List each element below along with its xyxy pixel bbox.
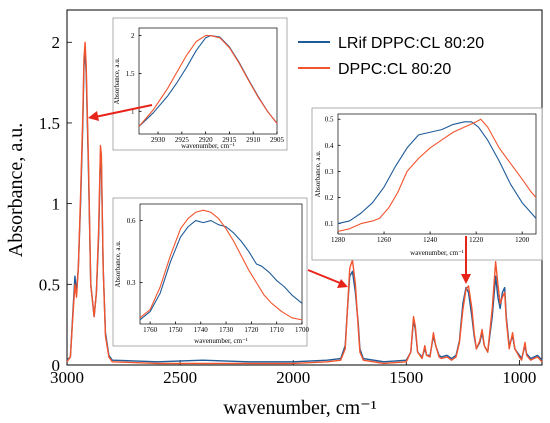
- inset_ch-x-tick-label: 2930: [151, 136, 166, 144]
- main-y-tick-label: 2: [52, 33, 61, 52]
- main-plot: 0 0.5 1 1.5 2 3000 2500 2000 1500 1000 wavenumbe…: [5, 9, 543, 419]
- arrow-to-ch-peak-head: [88, 111, 99, 121]
- inset_po-x-tick-label: 1260: [377, 236, 392, 244]
- inset-po-stretch: 1280 1260 1240 1220 1200 0.1 0.2 0.3 0.4 0.5 wave…: [311, 107, 543, 261]
- inset_po-x-tick-label: 1240: [423, 236, 438, 244]
- arrow-to-co-peak: [307, 269, 341, 284]
- legend: LRif DPPC:CL 80:20 DPPC:CL 80:20: [298, 35, 484, 78]
- main-x-tick-label: 3000: [50, 368, 84, 387]
- main-series: [66, 41, 543, 365]
- inset_co-x-tick-label: 1720: [244, 326, 259, 334]
- inset-po-y-label: Absorbance, a.u.: [314, 150, 322, 197]
- inset_co-series-1-line: [139, 220, 303, 321]
- inset_po-y-tick-label: 0.2: [325, 194, 334, 202]
- inset_ch-x-tick-label: 2925: [175, 136, 190, 144]
- inset_ch-x-tick-label: 2905: [270, 136, 285, 144]
- inset_co-y-tick-label: 0.3: [127, 279, 136, 287]
- inset_ch-y-tick-label: 2: [131, 32, 135, 40]
- main-series-2-line: [66, 41, 543, 365]
- inset-co-background: [112, 197, 308, 347]
- inset-ch-series: [138, 35, 278, 127]
- callout-arrows: [88, 104, 471, 288]
- inset_po-x-tick-label: 1220: [469, 236, 484, 244]
- inset-co-y-label: Absorbance, a.u.: [114, 240, 122, 287]
- inset-co-x-label: wavenumber, cm⁻¹: [194, 337, 248, 345]
- inset-ch-background: [112, 17, 288, 151]
- main-x-tick-label: 2000: [276, 368, 310, 387]
- inset_co-x-tick-label: 1710: [270, 326, 285, 334]
- arrow-to-ch-peak: [94, 104, 153, 118]
- inset_po-y-tick-label: 0.4: [325, 142, 334, 150]
- inset-co-series: [139, 209, 303, 321]
- main-x-tick-label: 1500: [389, 368, 423, 387]
- main-x-axis-label: wavenumber, cm⁻¹: [223, 397, 376, 419]
- main-y-axis-label: Absorbance, a.u.: [5, 123, 27, 257]
- inset-po-series: [337, 118, 537, 232]
- inset_po-x-tick-label: 1280: [331, 236, 346, 244]
- main-y-tick-label: 1: [52, 195, 61, 214]
- inset-co-stretch: 1760 1750 1740 1730 1720 1710 1700 0.3 0.6 waven…: [112, 197, 310, 347]
- inset_co-x-tick-label: 1740: [194, 326, 209, 334]
- inset_po-series-2-line: [337, 118, 537, 232]
- inset-ch-ticks: 2930 2925 2920 2915 2910 2905 1 1.5 2: [126, 32, 285, 144]
- inset-po-x-label: wavenumber, cm⁻¹: [410, 249, 464, 257]
- main-y-tick-label: 0.5: [39, 275, 60, 294]
- inset_po-series-1-line: [337, 121, 537, 225]
- inset_ch-x-tick-label: 2920: [199, 136, 214, 144]
- main-x-tick-label: 2500: [163, 368, 197, 387]
- inset_co-x-tick-label: 1730: [219, 326, 234, 334]
- main-y-ticks: 0 0.5 1 1.5 2: [39, 33, 72, 375]
- arrow-to-po-peak-head: [461, 274, 471, 284]
- inset-ch-y-label: Absorbance, a.u.: [113, 57, 121, 104]
- inset-co-frame: [139, 203, 303, 325]
- inset_ch-y-tick-label: 1: [131, 108, 135, 116]
- inset_co-x-tick-label: 1750: [168, 326, 183, 334]
- inset_po-y-tick-label: 0.5: [325, 116, 334, 124]
- inset_co-y-tick-label: 0.6: [127, 217, 136, 225]
- inset_co-x-tick-label: 1700: [295, 326, 310, 334]
- inset_po-y-tick-label: 0.3: [325, 168, 334, 176]
- arrow-to-co-peak-head: [337, 279, 348, 288]
- inset-co-ticks: 1760 1750 1740 1730 1720 1710 1700 0.3 0.6: [127, 217, 310, 334]
- inset_co-series-2-line: [139, 209, 303, 321]
- inset_ch-y-tick-label: 1.5: [126, 70, 135, 78]
- main-y-tick-label: 1.5: [39, 114, 60, 133]
- inset_po-y-tick-label: 0.1: [325, 220, 334, 228]
- inset_ch-x-tick-label: 2910: [246, 136, 261, 144]
- inset-ch-frame: [138, 27, 278, 135]
- inset-ch-stretch: 2930 2925 2920 2915 2910 2905 1 1.5 2 wavenumber…: [112, 17, 288, 151]
- main-y-tick-label: 0: [52, 356, 61, 375]
- inset_ch-series-2-line: [138, 35, 278, 127]
- main-x-ticks: 3000 2500 2000 1500 1000: [50, 360, 536, 387]
- inset-po-frame: [337, 113, 537, 235]
- inset_po-x-tick-label: 1200: [515, 236, 530, 244]
- legend-label-series-1: LRif DPPC:CL 80:20: [338, 35, 484, 52]
- inset-ch-x-label: wavenumber, cm⁻¹: [181, 142, 235, 150]
- inset_ch-x-tick-label: 2915: [222, 136, 237, 144]
- legend-label-series-2: DPPC:CL 80:20: [338, 61, 451, 78]
- inset_co-x-tick-label: 1760: [143, 326, 158, 334]
- main-x-tick-label: 1000: [502, 368, 536, 387]
